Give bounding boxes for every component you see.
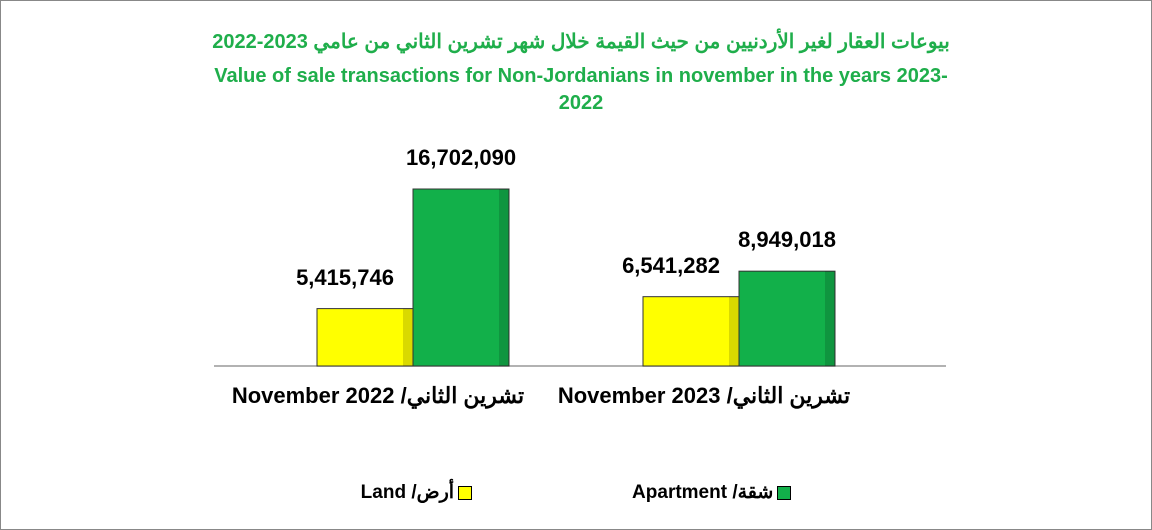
- legend-label: شقة/ Apartment: [632, 482, 774, 503]
- x-tick-label: تشرين الثاني/ November 2023: [557, 383, 851, 408]
- bar-shade: [729, 296, 739, 366]
- legend-label: أرض/ Land: [360, 482, 455, 503]
- legend-item: أرض/ Land: [360, 481, 473, 504]
- legend-swatch: [458, 485, 473, 500]
- bar-shade: [825, 271, 835, 366]
- bar: [738, 270, 836, 367]
- value-label: 8,949,018: [738, 227, 836, 253]
- bar-shade: [403, 308, 413, 366]
- value-label: 6,541,282: [622, 252, 720, 278]
- legend: شقة/ Apartment أرض/ Land: [1, 481, 1151, 504]
- chart-subtitle: Value of sale transactions for Non-Jorda…: [214, 65, 948, 114]
- bar: [412, 188, 510, 367]
- chart-title: بيوعات العقار لغير الأردنيين من حيث القي…: [212, 31, 950, 53]
- bar: [316, 308, 414, 367]
- bar-shade: [499, 189, 509, 366]
- bar: [642, 296, 740, 367]
- value-label: 5,415,746: [296, 264, 394, 290]
- x-tick-label: تشرين الثاني/ November 2022: [231, 383, 525, 408]
- value-label: 16,702,090: [405, 145, 517, 170]
- legend-swatch: [777, 485, 792, 500]
- legend-item: شقة/ Apartment: [632, 481, 792, 504]
